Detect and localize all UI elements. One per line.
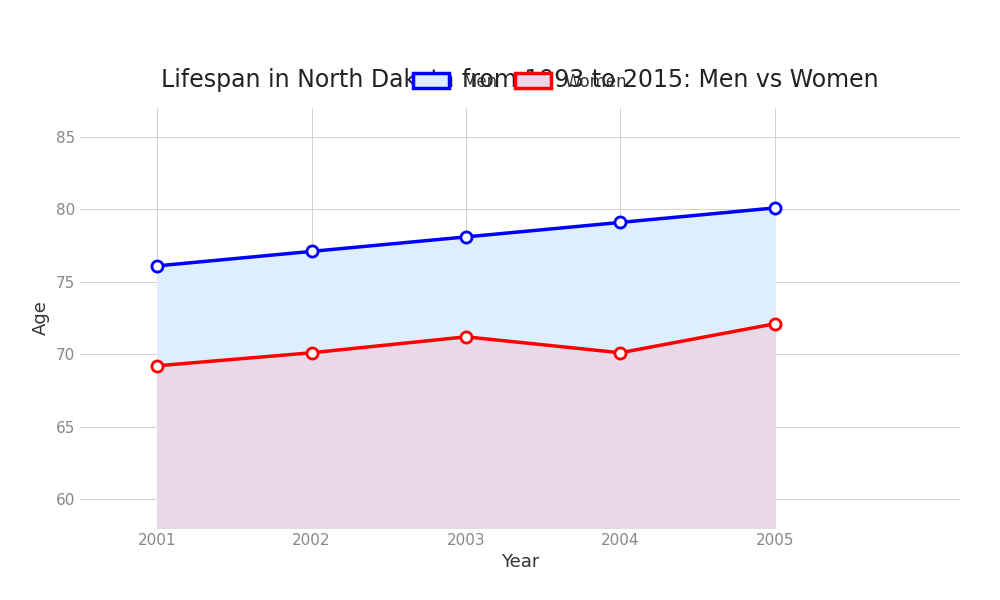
Title: Lifespan in North Dakota from 1993 to 2015: Men vs Women: Lifespan in North Dakota from 1993 to 20… <box>161 68 879 92</box>
Y-axis label: Age: Age <box>32 301 50 335</box>
Legend: Men, Women: Men, Women <box>406 66 634 97</box>
X-axis label: Year: Year <box>501 553 539 571</box>
